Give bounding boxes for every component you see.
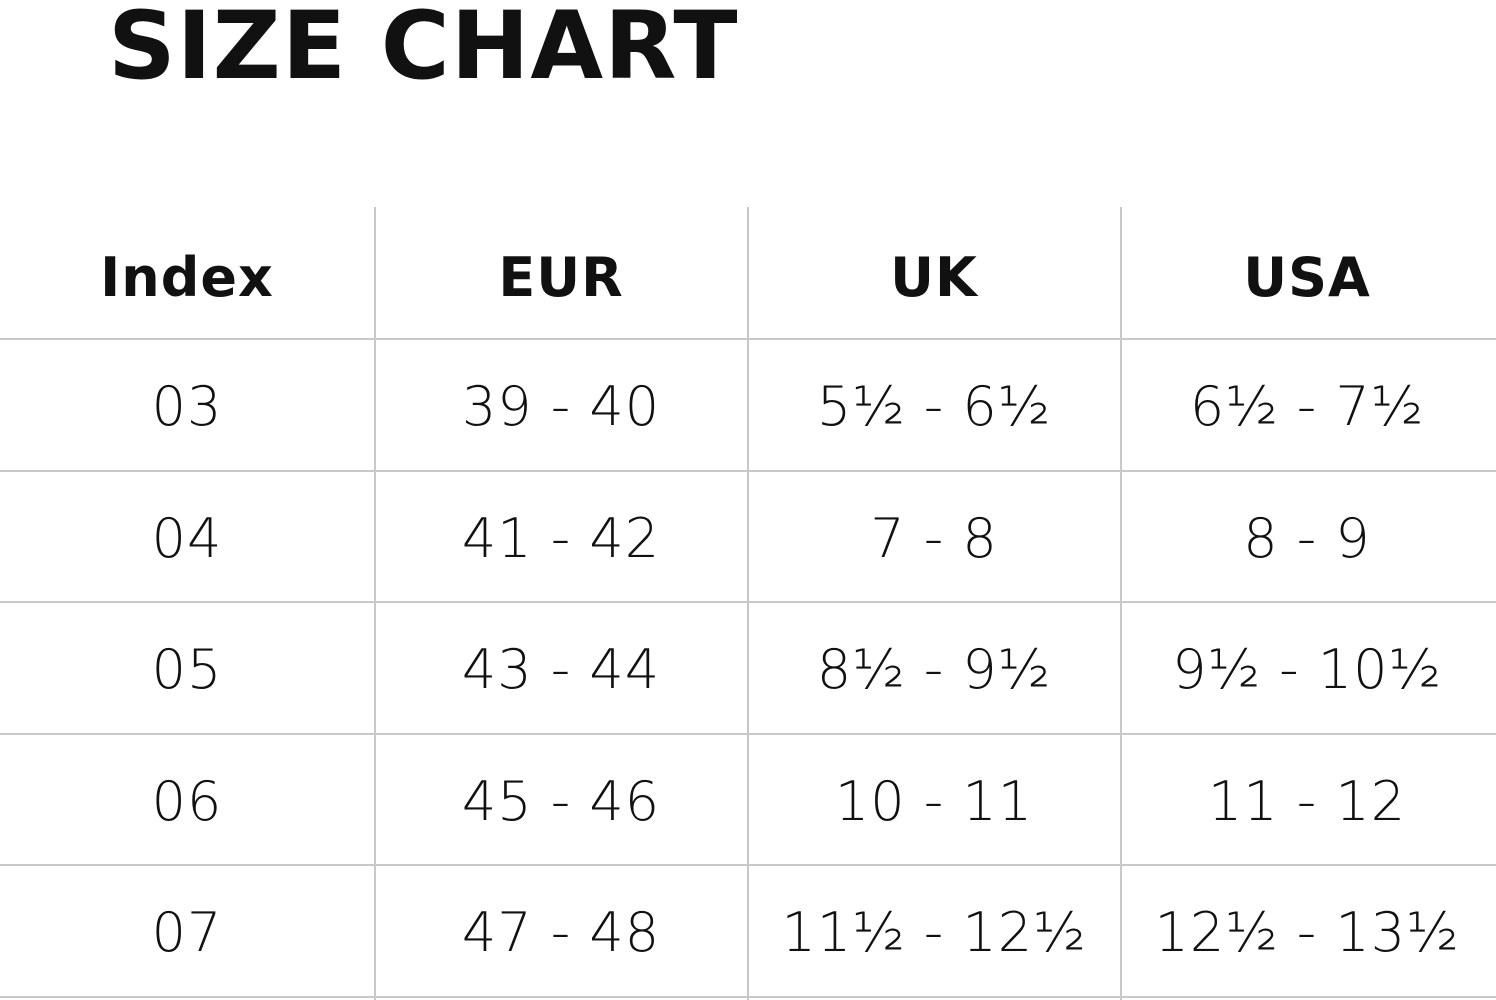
table-cell: 12½ - 13½ [1154,901,1460,964]
column-header: USA [1243,246,1371,309]
table-cell: 39 - 40 [461,375,661,438]
row-divider [0,996,1496,998]
column-divider [1120,207,1122,1000]
column-header: EUR [498,246,624,309]
row-divider [0,733,1496,735]
page-title: SIZE CHART [108,0,739,101]
table-cell: 07 [151,901,223,964]
table-cell: 06 [151,770,223,833]
column-divider [747,207,749,1000]
row-divider [0,601,1496,603]
table-cell: 8½ - 9½ [816,638,1052,701]
table-cell: 9½ - 10½ [1172,638,1442,701]
table-cell: 05 [151,638,223,701]
column-header: Index [100,246,274,309]
table-cell: 8 - 9 [1243,507,1371,570]
table-cell: 7 - 8 [870,507,998,570]
table-cell: 43 - 44 [461,638,661,701]
table-cell: 03 [151,375,223,438]
table-cell: 6½ - 7½ [1189,375,1425,438]
column-header: UK [890,246,978,309]
table-cell: 11½ - 12½ [781,901,1087,964]
row-divider [0,470,1496,472]
row-divider [0,864,1496,866]
table-cell: 04 [151,507,223,570]
table-cell: 47 - 48 [461,901,661,964]
table-cell: 11 - 12 [1207,770,1407,833]
table-cell: 41 - 42 [461,507,661,570]
table-cell: 5½ - 6½ [816,375,1052,438]
column-divider [374,207,376,1000]
row-divider [0,338,1496,340]
table-cell: 10 - 11 [834,770,1034,833]
table-cell: 45 - 46 [461,770,661,833]
